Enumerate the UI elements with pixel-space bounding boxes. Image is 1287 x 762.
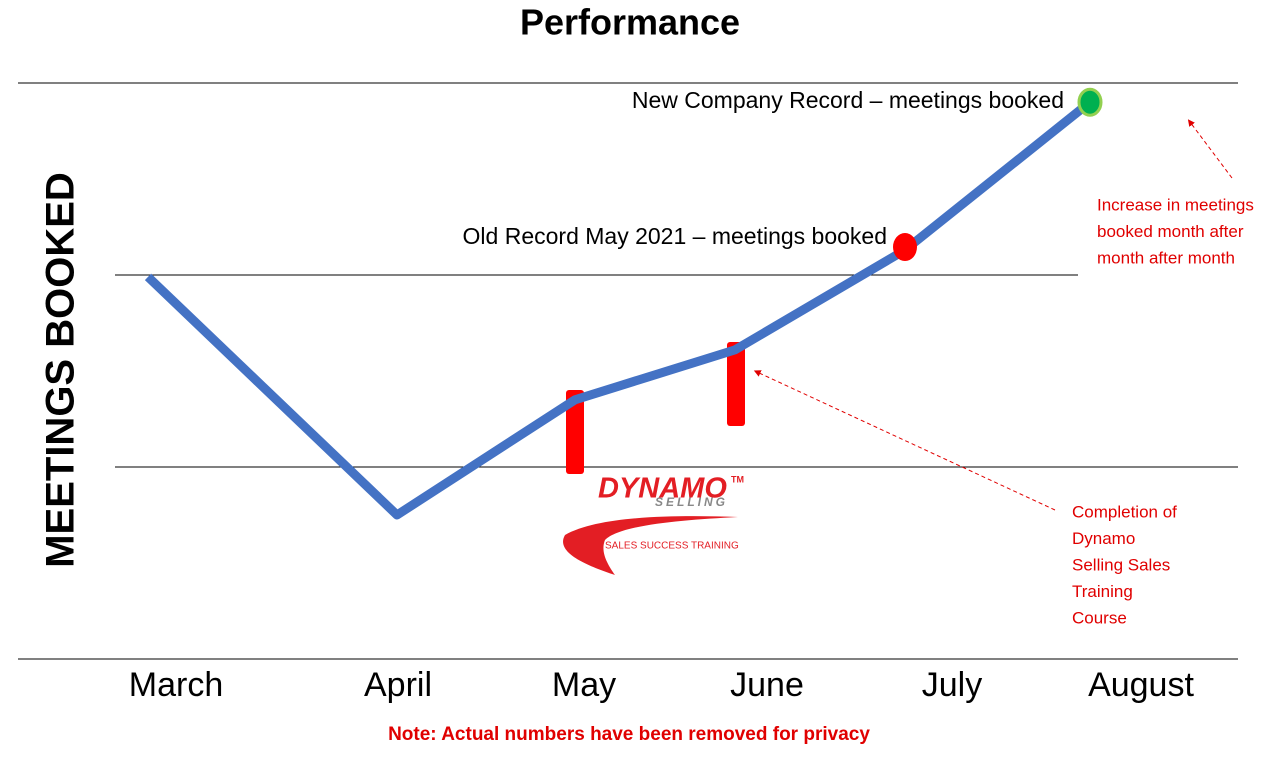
- logo-tm: TM: [731, 474, 744, 484]
- annotation-completion: Dynamo: [1072, 529, 1135, 548]
- logo: DYNAMO SELLING TM SALES SUCCESS TRAINING: [563, 473, 744, 575]
- annotation-completion: Training: [1072, 582, 1133, 601]
- x-tick-label: August: [1088, 666, 1194, 704]
- annotation-completion: Completion of: [1072, 502, 1177, 521]
- logo-tagline: SALES SUCCESS TRAINING: [605, 541, 739, 552]
- grid: [18, 82, 1238, 660]
- data-line: [144, 98, 1093, 520]
- note: Note: Actual numbers have been removed f…: [388, 724, 870, 745]
- annotation-completion: Course: [1072, 608, 1127, 627]
- old-record-dot: [893, 233, 917, 262]
- annotation-increase: booked month after: [1097, 222, 1244, 241]
- arrow: [1187, 119, 1233, 179]
- x-tick-label: March: [129, 666, 223, 704]
- training-marker: [727, 342, 745, 426]
- new-record-dot: [1077, 87, 1103, 117]
- logo-swoosh: [563, 516, 738, 575]
- chart-title: Performance: [520, 2, 740, 43]
- arrow: [753, 370, 1056, 511]
- logo-sub: SELLING: [655, 495, 728, 509]
- x-tick-label: May: [552, 666, 616, 704]
- y-axis-label: MEETINGS BOOKED: [39, 172, 83, 568]
- x-tick-label: July: [922, 666, 982, 704]
- annotation-increase: Increase in meetings: [1097, 195, 1254, 214]
- x-tick-label: April: [364, 666, 432, 704]
- annotation-increase: month after month: [1097, 248, 1235, 267]
- logo-name: DYNAMO: [598, 473, 727, 505]
- training-marker: [566, 390, 584, 474]
- x-tick-label: June: [730, 666, 804, 704]
- annotation: Old Record May 2021 – meetings booked: [463, 223, 887, 249]
- annotation-completion: Selling Sales: [1072, 555, 1170, 574]
- annotation: New Company Record – meetings booked: [632, 87, 1064, 113]
